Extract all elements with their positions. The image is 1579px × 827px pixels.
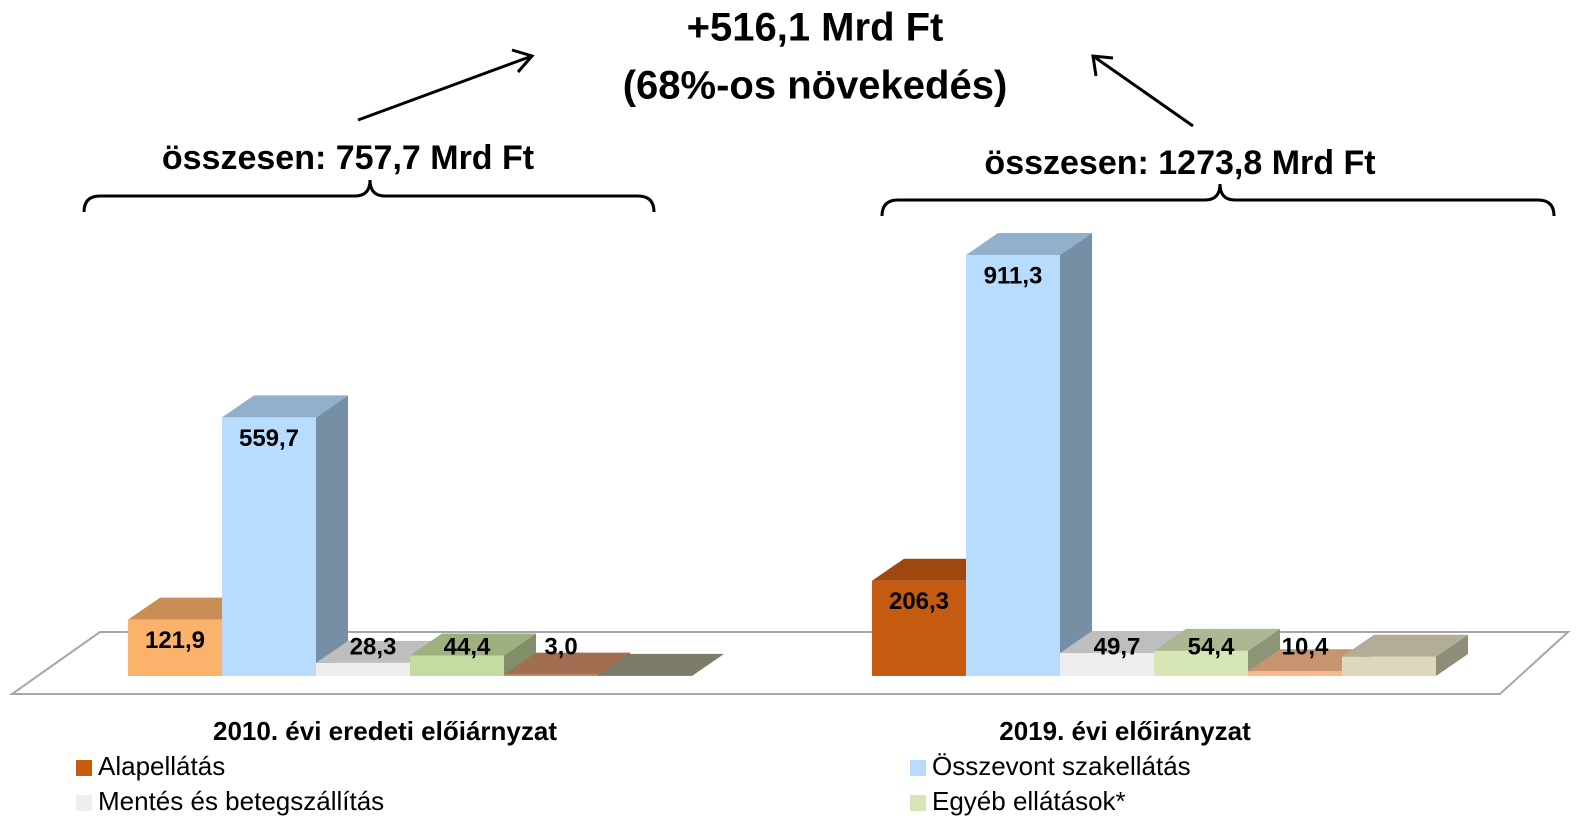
data-label: 3,0 bbox=[544, 633, 577, 660]
legend-swatch bbox=[910, 795, 926, 811]
bar-front bbox=[966, 255, 1060, 676]
bar-front bbox=[1342, 656, 1436, 676]
bar-top bbox=[1342, 634, 1468, 657]
bar-side bbox=[1060, 233, 1092, 676]
bar-front bbox=[222, 417, 316, 676]
bar-front bbox=[504, 674, 598, 676]
bar-top bbox=[966, 233, 1092, 255]
data-label: 10,4 bbox=[1282, 633, 1329, 660]
bar-side bbox=[316, 395, 348, 676]
data-label: 54,4 bbox=[1188, 633, 1235, 660]
bar-front bbox=[128, 619, 222, 676]
legend-label: Összevont szakellátás bbox=[932, 751, 1191, 781]
data-label: 206,3 bbox=[889, 588, 949, 615]
brace bbox=[82, 179, 656, 213]
data-label: 49,7 bbox=[1094, 633, 1141, 660]
bar bbox=[1154, 628, 1280, 676]
legend-label: Egyéb ellátások* bbox=[932, 786, 1126, 816]
legend-swatch bbox=[76, 795, 92, 811]
bar-top bbox=[1154, 628, 1280, 651]
bar-top bbox=[1060, 631, 1186, 654]
legend-swatch bbox=[76, 760, 92, 776]
bar-side bbox=[1248, 628, 1280, 676]
bar bbox=[1342, 634, 1468, 676]
bar bbox=[966, 233, 1092, 676]
data-label: 911,3 bbox=[984, 262, 1043, 289]
bar bbox=[222, 395, 348, 676]
bar bbox=[598, 653, 724, 676]
decorations bbox=[82, 48, 1556, 217]
data-label: 28,3 bbox=[350, 633, 397, 660]
bar-side bbox=[1436, 634, 1468, 676]
bar bbox=[410, 633, 536, 676]
bar-front bbox=[316, 662, 410, 676]
legend-label: Mentés és betegszállítás bbox=[98, 786, 384, 816]
bar-front bbox=[872, 580, 966, 676]
bar-front bbox=[1060, 653, 1154, 676]
difference: +516,1 Mrd Ft bbox=[687, 6, 944, 50]
bar-top bbox=[222, 395, 348, 418]
bar-front bbox=[1248, 671, 1342, 676]
bar-front bbox=[410, 655, 504, 676]
growth: (68%-os növekedés) bbox=[623, 64, 1008, 108]
legend-swatch bbox=[910, 760, 926, 776]
bar-side bbox=[504, 633, 536, 676]
data-label: 559,7 bbox=[239, 425, 299, 452]
bar-front bbox=[1154, 650, 1248, 676]
total-2019: összesen: 1273,8 Mrd Ft bbox=[984, 144, 1375, 182]
data-label: 121,9 bbox=[145, 627, 205, 654]
data-label: 44,4 bbox=[444, 633, 491, 660]
arrow bbox=[1091, 54, 1194, 128]
brace bbox=[880, 183, 1556, 217]
bar-top bbox=[598, 653, 724, 676]
category-label: 2010. évi eredeti előiárnyzat bbox=[213, 716, 557, 746]
bar-side bbox=[692, 653, 724, 676]
bar-top bbox=[504, 652, 630, 675]
legend-label: Alapellátás bbox=[98, 751, 225, 781]
bars bbox=[128, 233, 1468, 676]
bar bbox=[504, 652, 630, 676]
total-2010: összesen: 757,7 Mrd Ft bbox=[162, 139, 534, 177]
bar-top bbox=[410, 633, 536, 656]
arrow bbox=[357, 48, 535, 122]
category-label: 2019. évi előirányzat bbox=[999, 716, 1251, 746]
bar-side bbox=[598, 652, 630, 676]
